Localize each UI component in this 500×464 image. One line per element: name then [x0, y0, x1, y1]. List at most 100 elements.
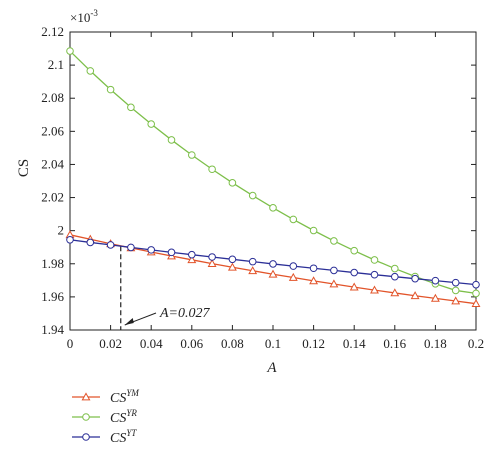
legend-label: CSYM: [110, 388, 139, 406]
y-axis-label: CS: [16, 159, 32, 177]
data-point: [106, 241, 115, 249]
y-axis-multiplier-base: ×10: [70, 10, 90, 25]
x-tick-label: 0.16: [383, 336, 406, 351]
data-point: [370, 256, 379, 264]
data-point: [167, 248, 176, 257]
data-point: [227, 262, 237, 271]
annotation-text: A=0.027: [159, 306, 210, 321]
x-tick-label: 0.18: [424, 336, 447, 351]
data-point: [410, 291, 420, 300]
annotation: A=0.027: [120, 246, 210, 330]
data-point: [208, 253, 216, 261]
data-point: [350, 268, 359, 277]
data-point: [329, 279, 339, 288]
data-point: [127, 103, 135, 112]
y-tick-label: 1.98: [41, 256, 64, 271]
data-point: [207, 258, 217, 267]
y-tick-label: 2.12: [41, 24, 64, 39]
data-point: [188, 151, 196, 159]
data-point: [289, 215, 298, 224]
data-point: [127, 243, 135, 252]
x-tick-label: 0.14: [343, 336, 366, 351]
data-point: [349, 282, 359, 291]
y-tick-label: 1.96: [41, 289, 64, 304]
data-point: [86, 238, 95, 247]
data-point: [370, 270, 379, 279]
data-point: [248, 191, 257, 200]
data-point: [451, 278, 460, 287]
y-tick-label: 2.06: [41, 123, 64, 138]
plot-frame: [69, 31, 477, 331]
data-point: [188, 250, 196, 259]
x-tick-label: 0.2: [468, 336, 484, 351]
legend-label: CSYR: [110, 408, 137, 426]
data-point: [391, 272, 399, 281]
legend-marker: [82, 433, 90, 441]
x-axis: 0 0.02 0.04 0.06 0.08 0.1 0.12 0.14 0.16 0.18 0.2: [67, 32, 484, 351]
data-point: [248, 266, 258, 275]
x-tick-label: 0: [67, 336, 74, 351]
data-point: [309, 264, 318, 273]
series-line: [69, 50, 477, 295]
legend-marker: [81, 392, 91, 401]
annotation-arrowhead: [124, 318, 134, 325]
data-point: [471, 299, 481, 308]
data-point: [106, 85, 115, 94]
legend-item-ym: CSYM: [72, 388, 139, 406]
data-point: [208, 165, 216, 174]
data-point: [269, 260, 277, 268]
data-point: [269, 204, 277, 212]
legend-item-yt: CSYT: [72, 428, 137, 446]
x-tick-label: 0.06: [180, 336, 203, 351]
data-point: [391, 264, 399, 273]
x-tick-label: 0.04: [140, 336, 163, 351]
y-axis: 1.94 1.96 1.98 2 2.02 2.04 2.06 2.08 2.1 2.12: [41, 24, 476, 337]
y-axis-multiplier-exponent: -3: [90, 8, 98, 18]
legend-item-yr: CSYR: [72, 408, 137, 426]
x-tick-label: 0.08: [221, 336, 244, 351]
data-point: [66, 47, 74, 55]
data-point: [390, 288, 400, 297]
legend: CSYM CSYR CSYT: [72, 388, 139, 446]
legend-label: CSYT: [110, 428, 137, 446]
x-tick-label: 0.12: [302, 336, 325, 351]
data-point: [268, 269, 278, 278]
data-point: [228, 179, 237, 187]
data-point: [288, 272, 298, 281]
series-yr: [66, 47, 480, 298]
x-tick-label: 0.1: [265, 336, 281, 351]
data-point: [430, 293, 440, 302]
data-point: [472, 280, 480, 289]
data-point: [147, 246, 155, 254]
data-point: [187, 255, 197, 264]
data-point: [248, 257, 257, 266]
data-point: [86, 67, 95, 75]
data-point: [451, 286, 460, 295]
data-point: [309, 226, 318, 235]
data-point: [147, 120, 155, 128]
data-point: [431, 276, 440, 285]
y-tick-label: 2.1: [48, 57, 64, 72]
data-point: [370, 285, 379, 294]
data-point: [411, 274, 419, 283]
data-point: [350, 246, 359, 255]
x-axis-label: A: [266, 360, 277, 376]
y-tick-label: 2: [58, 223, 65, 238]
data-point: [167, 136, 176, 144]
y-axis-multiplier: ×10-3: [70, 8, 98, 25]
data-point: [228, 255, 237, 264]
series-ym: [65, 230, 481, 308]
data-point: [330, 237, 338, 245]
x-tick-label: 0.02: [99, 336, 122, 351]
y-tick-label: 1.94: [41, 322, 64, 337]
data-point: [330, 266, 338, 275]
legend-marker: [82, 413, 90, 421]
y-tick-label: 2.04: [41, 156, 64, 171]
data-point: [472, 289, 480, 298]
series-layer: [65, 47, 481, 308]
plot-border: [69, 31, 477, 331]
data-point: [309, 276, 319, 285]
series-yt: [66, 235, 480, 289]
data-point: [451, 296, 461, 305]
